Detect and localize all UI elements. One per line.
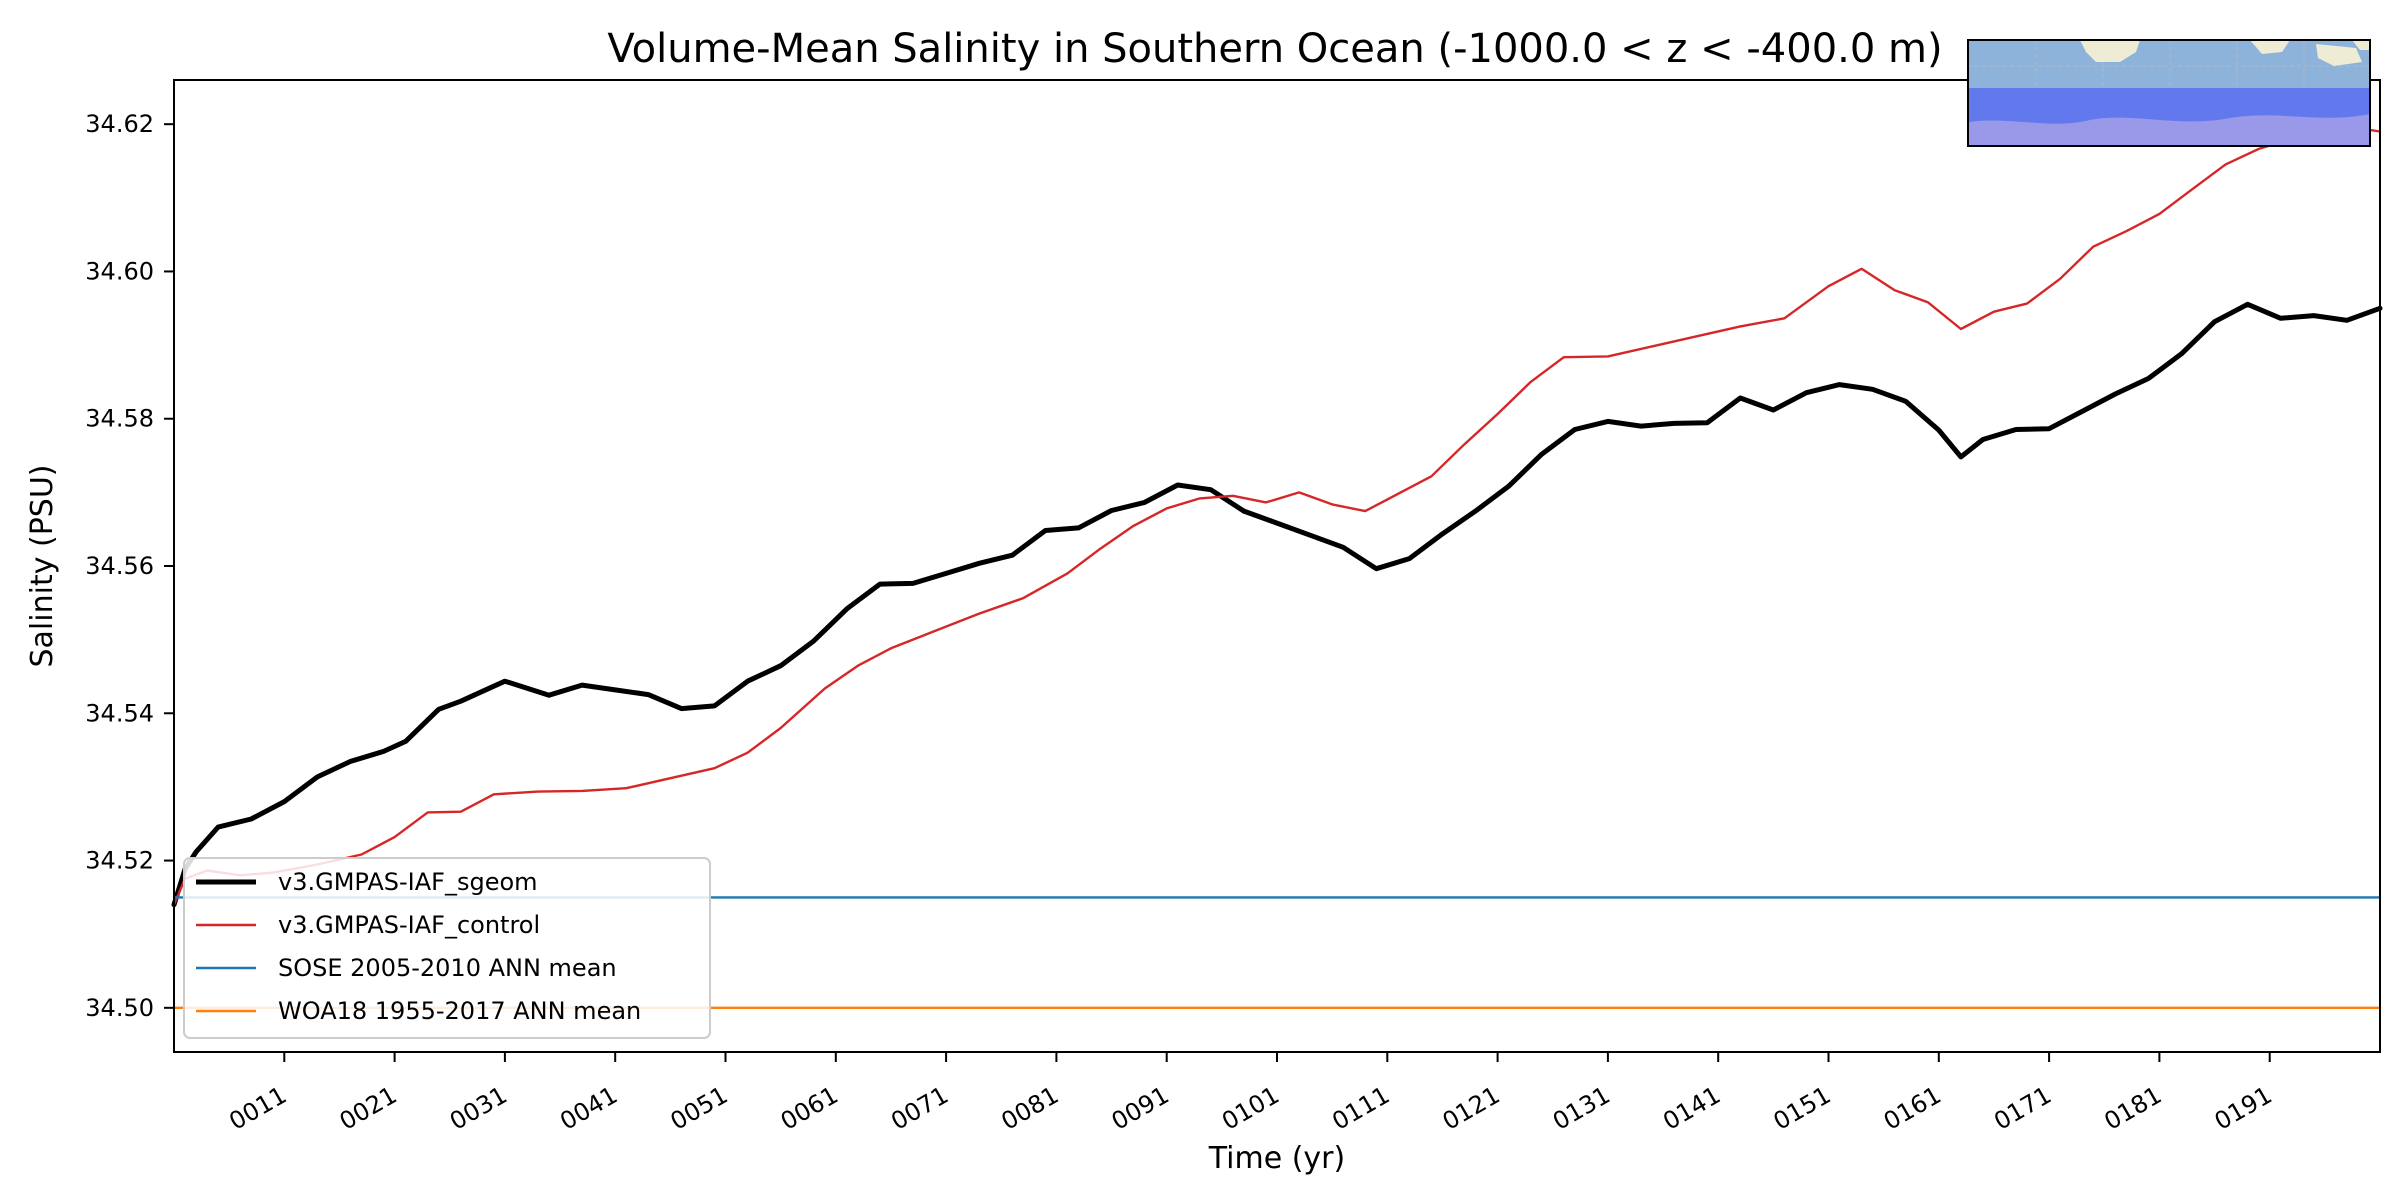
y-tick-label: 34.50: [85, 994, 154, 1022]
inset-map-frame: [1967, 39, 2371, 147]
inset-land-australia: [2316, 44, 2362, 66]
y-tick-label: 34.52: [85, 847, 154, 875]
chart-title: Volume-Mean Salinity in Southern Ocean (…: [607, 26, 1942, 72]
inset-map: [1967, 39, 2371, 147]
y-tick-label: 34.56: [85, 552, 154, 580]
legend-label: v3.GMPAS-IAF_control: [278, 911, 540, 939]
inset-land-asia: [2250, 40, 2290, 54]
legend-label: v3.GMPAS-IAF_sgeom: [278, 868, 538, 896]
legend-label: SOSE 2005-2010 ANN mean: [278, 954, 617, 982]
inset-map-land: [2080, 40, 2370, 66]
y-tick-label: 34.60: [85, 257, 154, 285]
legend-label: WOA18 1955-2017 ANN mean: [278, 997, 641, 1025]
y-tick-label: 34.54: [85, 699, 154, 727]
legend: v3.GMPAS-IAF_sgeom v3.GMPAS-IAF_control SO…: [183, 857, 711, 1039]
inset-land-islands: [2352, 40, 2370, 50]
inset-land-africa: [2080, 40, 2140, 62]
legend-box: [183, 857, 711, 1039]
series-line-1: [171, 301, 2383, 908]
y-axis-ticks: 34.50 34.52 34.54 34.56 34.58 34.60 34.62: [85, 110, 174, 1022]
legend-entries: v3.GMPAS-IAF_sgeom v3.GMPAS-IAF_control SO…: [196, 868, 641, 1025]
y-tick-label: 34.58: [85, 405, 154, 433]
series-line-2: [172, 120, 2382, 906]
y-tick-label: 34.62: [85, 110, 154, 138]
y-axis-label: Salinity (PSU): [25, 465, 60, 668]
x-axis-label: Time (yr): [1208, 1141, 1345, 1176]
inset-land-antarctica: [1968, 114, 2370, 146]
